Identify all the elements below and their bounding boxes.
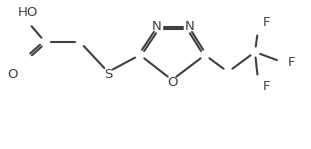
Text: O: O [7, 67, 17, 80]
Text: O: O [167, 76, 177, 89]
Text: F: F [263, 80, 271, 93]
Text: F: F [288, 56, 295, 69]
Text: F: F [263, 15, 271, 28]
Text: HO: HO [18, 6, 38, 18]
Text: N: N [185, 20, 195, 32]
Text: N: N [152, 20, 162, 32]
Text: S: S [104, 67, 112, 80]
